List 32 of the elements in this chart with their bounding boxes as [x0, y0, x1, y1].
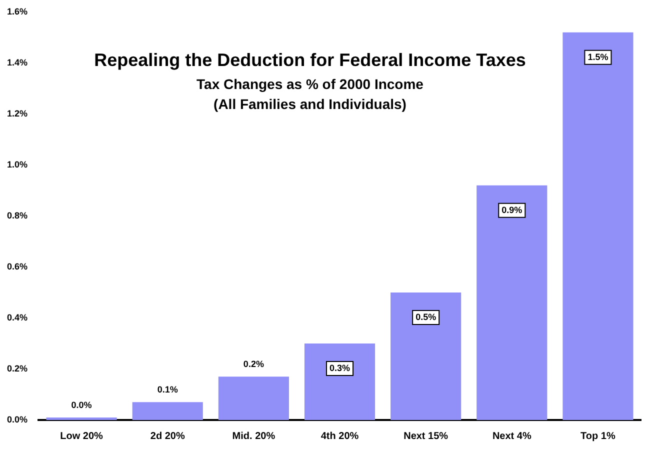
data-label: 0.1% — [157, 384, 178, 395]
data-label: 0.9% — [502, 204, 522, 215]
text: Repealing the Deduction for Federal Income Taxes — [93, 50, 527, 71]
bar — [304, 344, 376, 420]
x-tick-label: Mid. 20% — [232, 430, 276, 442]
x-tick-label: 4th 20% — [320, 430, 359, 442]
y-tick-label: 0.2% — [7, 363, 28, 374]
y-tick-label: 1.2% — [7, 108, 28, 118]
x-tick-label: Next 15% — [404, 430, 448, 442]
x-tick-label: Top 1% — [580, 430, 616, 442]
bar — [46, 417, 117, 420]
y-tick-label: 0.4% — [7, 312, 28, 322]
bar — [562, 32, 634, 420]
y-tick-label: 1.6% — [7, 6, 28, 16]
bar — [476, 185, 548, 420]
bar — [390, 292, 462, 420]
data-label: 0.5% — [416, 312, 436, 322]
y-tick-label: 0.6% — [7, 261, 28, 272]
data-label: 0.2% — [243, 359, 264, 370]
bar — [218, 376, 289, 420]
data-label: 0.0% — [71, 400, 92, 410]
x-tick-label: Low 20% — [60, 430, 104, 442]
y-tick-label: 1.0% — [7, 159, 28, 170]
text: Tax Changes as % of 2000 Income (All Families and Individuals) — [196, 75, 424, 114]
bar — [132, 402, 203, 420]
data-label: 0.3% — [330, 362, 350, 373]
y-tick-label: 0.0% — [7, 414, 28, 424]
data-label: 1.5% — [588, 52, 608, 62]
y-tick-label: 0.8% — [7, 210, 28, 220]
x-tick-label: 2d 20% — [150, 430, 185, 442]
x-tick-label: Next 4% — [492, 430, 532, 442]
y-tick-label: 1.4% — [7, 57, 28, 68]
